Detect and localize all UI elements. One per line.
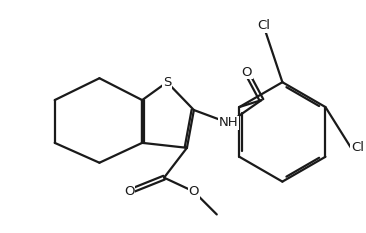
Text: O: O — [241, 66, 252, 79]
Text: O: O — [188, 185, 199, 198]
Text: NH: NH — [219, 116, 239, 130]
Text: S: S — [163, 76, 171, 89]
Text: Cl: Cl — [351, 141, 364, 154]
Text: Cl: Cl — [257, 19, 270, 32]
Text: O: O — [124, 185, 135, 198]
